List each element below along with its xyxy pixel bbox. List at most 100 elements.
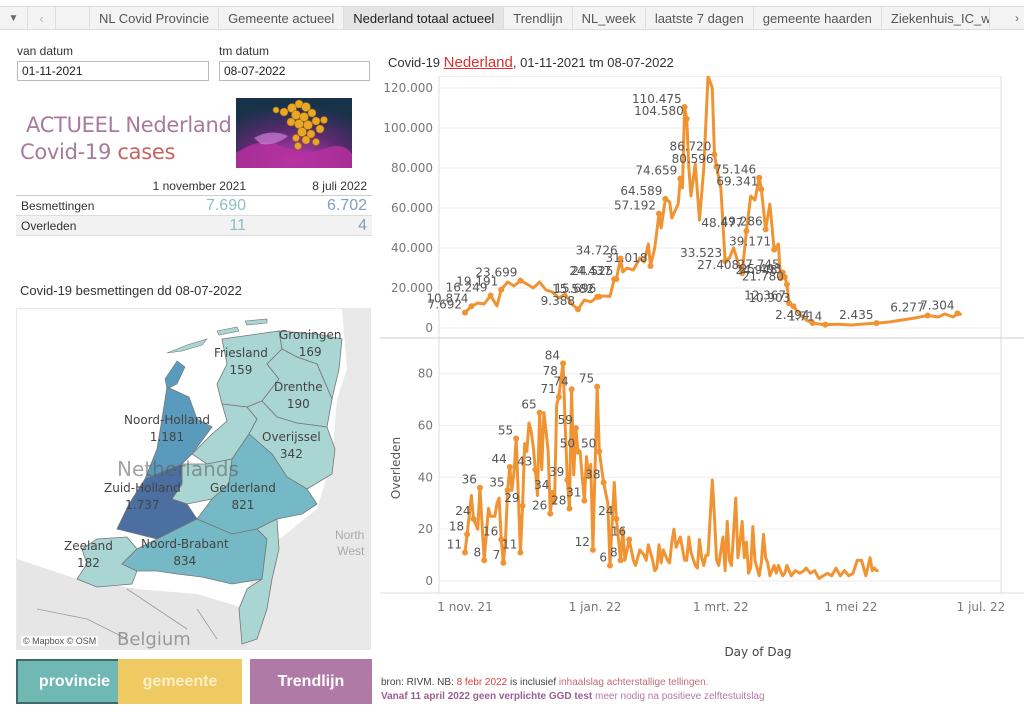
- data-label: 64.589: [620, 184, 662, 198]
- belgium-land: [17, 559, 247, 649]
- tab-nederland-totaal-actueel[interactable]: Nederland totaal actueel: [344, 7, 505, 29]
- border-lines: [36, 588, 218, 640]
- title-line-1: ACTUEEL Nederland: [26, 113, 232, 137]
- data-label: 24.437: [569, 264, 611, 278]
- data-label: 24: [455, 504, 470, 518]
- nederland-link[interactable]: Nederland: [443, 54, 513, 71]
- gemeente-button[interactable]: gemeente: [118, 659, 242, 704]
- data-label: 34.726: [576, 244, 618, 258]
- data-point: [462, 309, 468, 316]
- data-label: 24.948: [736, 263, 778, 277]
- overleden-end-value: 4: [358, 216, 367, 234]
- data-point: [681, 104, 688, 111]
- data-label: 110.475: [632, 92, 682, 106]
- data-label: 38: [585, 468, 600, 482]
- tab-gemeente-actueel[interactable]: Gemeente actueel: [219, 7, 345, 29]
- summary-table: 1 november 2021 8 juli 2022 Besmettingen…: [16, 176, 372, 236]
- data-point: [547, 510, 554, 517]
- province-label-groningen: Groningen 169: [279, 328, 342, 359]
- data-label: 7.304: [920, 298, 954, 312]
- data-point: [683, 115, 690, 122]
- y-tick-label: 120.000: [383, 81, 433, 95]
- data-point: [581, 497, 588, 504]
- overleden-start-value: 11: [229, 216, 246, 234]
- data-label: 36: [462, 473, 477, 487]
- data-label: 15.696: [554, 282, 596, 296]
- data-label: 55: [498, 424, 513, 438]
- summary-row-besmettingen: Besmettingen 7.690 6.702: [16, 196, 372, 216]
- data-point: [500, 559, 507, 566]
- data-label: 11: [447, 538, 462, 552]
- data-point: [656, 210, 663, 217]
- data-point: [954, 310, 961, 317]
- data-label: 29: [504, 491, 519, 505]
- y-tick-label: 60: [418, 419, 433, 433]
- tab-laatste-7-dagen[interactable]: laatste 7 dagen: [646, 7, 754, 29]
- province-gelderland[interactable]: [196, 433, 318, 535]
- data-label: 39.171: [729, 235, 771, 249]
- data-point: [756, 174, 763, 181]
- y-axis-label: Overleden: [389, 437, 403, 499]
- title-line-2: Covid-19 cases: [20, 139, 232, 166]
- x-tick-label: 1 jul. 22: [957, 600, 1006, 614]
- data-label: 75: [579, 372, 594, 386]
- van-datum-label: van datum: [17, 44, 74, 58]
- tab-gemeente-haarden[interactable]: gemeente haarden: [754, 7, 882, 29]
- data-point: [613, 515, 620, 522]
- tab-trendlijn[interactable]: Trendlijn: [504, 7, 573, 29]
- y-tick-label: 100.000: [383, 121, 433, 135]
- data-label: 59: [558, 413, 573, 427]
- data-point: [557, 375, 564, 382]
- tab-nl-week[interactable]: NL_week: [573, 7, 646, 29]
- data-point: [809, 320, 816, 327]
- data-label: 16: [483, 525, 498, 539]
- x-tick-label: 1 nov. 21: [437, 600, 492, 614]
- data-label: 24: [598, 504, 613, 518]
- x-tick-label: 1 jan. 22: [569, 600, 622, 614]
- tm-datum-input[interactable]: 08-07-2022: [219, 61, 370, 81]
- data-label: 27.745: [738, 258, 780, 272]
- series-line-besmettingen: [463, 76, 963, 327]
- y-tick-label: 60.000: [391, 201, 433, 215]
- row-label: Besmettingen: [21, 198, 95, 213]
- data-point: [924, 312, 931, 319]
- province-map[interactable]: Netherlands Groningen 169 Friesland 159 Dr…: [16, 308, 371, 650]
- tab-nl-covid-provincie[interactable]: NL Covid Provincie: [90, 7, 220, 29]
- data-point: [600, 479, 607, 486]
- source-note: bron: RIVM. NB: 8 febr 2022 is inclusief…: [381, 676, 765, 704]
- tab-ziekenhuis-ic-week[interactable]: Ziekenhuis_IC_wee: [882, 7, 990, 29]
- y-tick-label: 40.000: [391, 241, 433, 255]
- data-point: [517, 277, 524, 284]
- data-label: 2.435: [839, 308, 873, 322]
- tabs-next-chevron-right-icon[interactable]: ›: [1010, 7, 1024, 29]
- y-tick-label: 80.000: [391, 161, 433, 175]
- coronavirus-image: [236, 98, 352, 168]
- map-attribution[interactable]: © Mapbox © OSM: [21, 636, 99, 646]
- summary-col-1-header: 1 november 2021: [152, 178, 246, 193]
- data-label: 1.714: [788, 310, 822, 324]
- van-datum-input[interactable]: 01-11-2021: [17, 61, 209, 81]
- data-label: 9.388: [541, 294, 575, 308]
- data-point: [596, 293, 603, 300]
- data-label: 35: [489, 475, 504, 489]
- source-line-2: Vanaf 11 april 2022 geen verplichte GGD …: [381, 691, 765, 702]
- data-point: [498, 536, 505, 543]
- data-point: [549, 489, 556, 496]
- data-label: 33.523: [680, 246, 722, 260]
- trendlijn-button[interactable]: Trendlijn: [250, 659, 372, 704]
- data-point: [786, 300, 793, 307]
- data-point: [481, 557, 488, 564]
- tabs-menu-dropdown-icon[interactable]: ▼: [0, 7, 28, 29]
- x-tick-label: 1 mei 22: [824, 600, 877, 614]
- province-zeeland[interactable]: [76, 536, 138, 588]
- title-cases: cases: [117, 140, 176, 164]
- data-point: [560, 360, 567, 367]
- summary-col-2-header: 8 juli 2022: [312, 178, 367, 193]
- data-label: 23.699: [475, 266, 517, 280]
- data-label: 12: [575, 535, 590, 549]
- province-limburg[interactable]: [238, 518, 280, 645]
- tabs-prev-chevron-left-icon[interactable]: ‹: [28, 7, 56, 29]
- data-point: [532, 466, 539, 473]
- data-point: [589, 546, 596, 553]
- provincie-button[interactable]: provincie: [16, 659, 133, 704]
